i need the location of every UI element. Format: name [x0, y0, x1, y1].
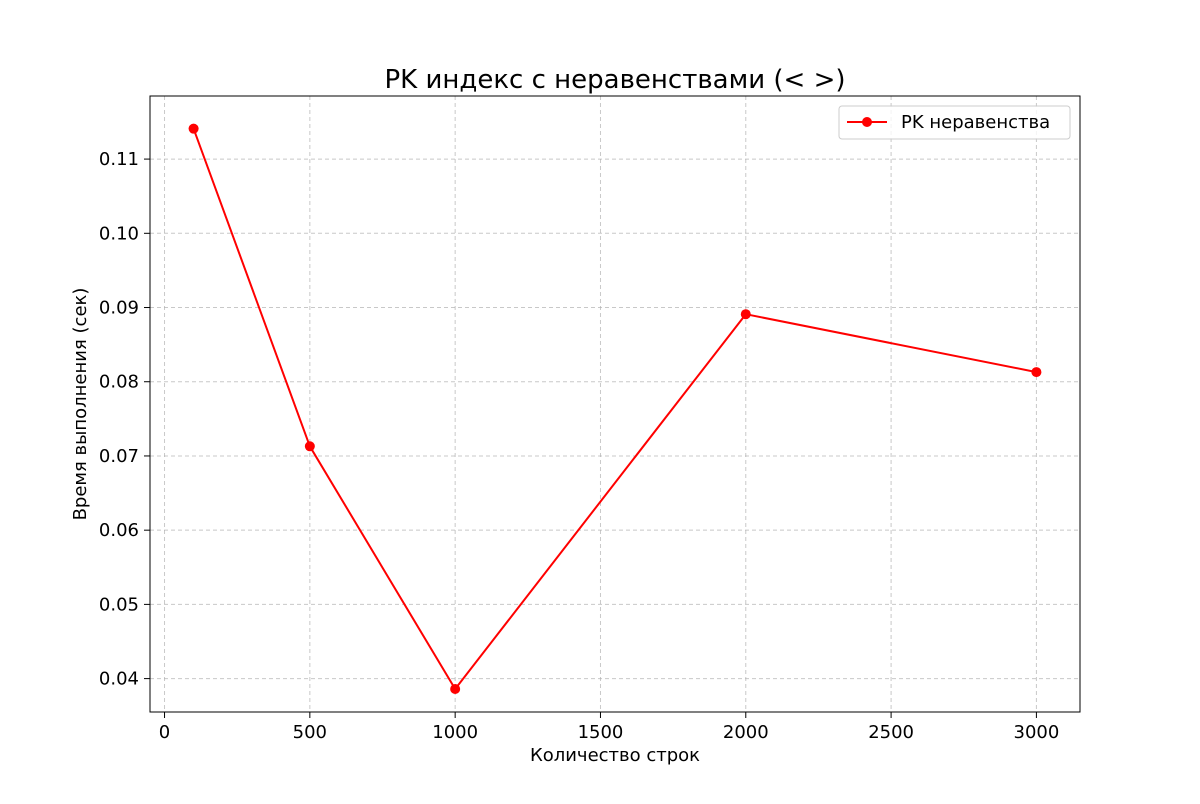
y-tick-label: 0.05 — [99, 594, 139, 615]
x-tick-label: 2000 — [723, 722, 769, 743]
y-axis-label: Время выполнения (сек) — [70, 288, 91, 521]
legend-label: PK неравенства — [901, 112, 1050, 133]
y-tick-label: 0.09 — [99, 298, 139, 319]
legend-box — [838, 105, 1071, 140]
grid-lines — [150, 96, 1080, 712]
chart-title: PK индекс с неравенствами (< >) — [384, 65, 845, 95]
y-tick-label: 0.07 — [99, 446, 139, 467]
axis-ticks: 0 500 1000 1500 2000 2500 3000 0.04 0.05 0.06 0.07… — [99, 149, 1059, 743]
data-point — [450, 683, 461, 694]
x-tick-label: 1500 — [578, 722, 624, 743]
x-tick-label: 3000 — [1014, 722, 1060, 743]
data-point — [1031, 367, 1042, 378]
x-tick-label: 500 — [293, 722, 327, 743]
y-tick-label: 0.08 — [99, 372, 139, 393]
legend-marker-swatch — [862, 117, 872, 127]
x-tick-label: 2500 — [868, 722, 914, 743]
x-axis-label: Количество строк — [530, 745, 700, 766]
y-tick-label: 0.10 — [99, 223, 139, 244]
x-tick-label: 1000 — [432, 722, 478, 743]
y-tick-label: 0.06 — [99, 520, 139, 541]
data-series — [188, 123, 1042, 694]
data-point — [188, 123, 199, 134]
y-tick-label: 0.04 — [99, 669, 139, 690]
legend: PK неравенства — [838, 105, 1071, 140]
x-tick-label: 0 — [159, 722, 170, 743]
data-point — [304, 441, 315, 452]
y-tick-label: 0.11 — [99, 149, 139, 170]
data-point — [740, 309, 751, 320]
plot-area-frame — [149, 95, 1081, 713]
